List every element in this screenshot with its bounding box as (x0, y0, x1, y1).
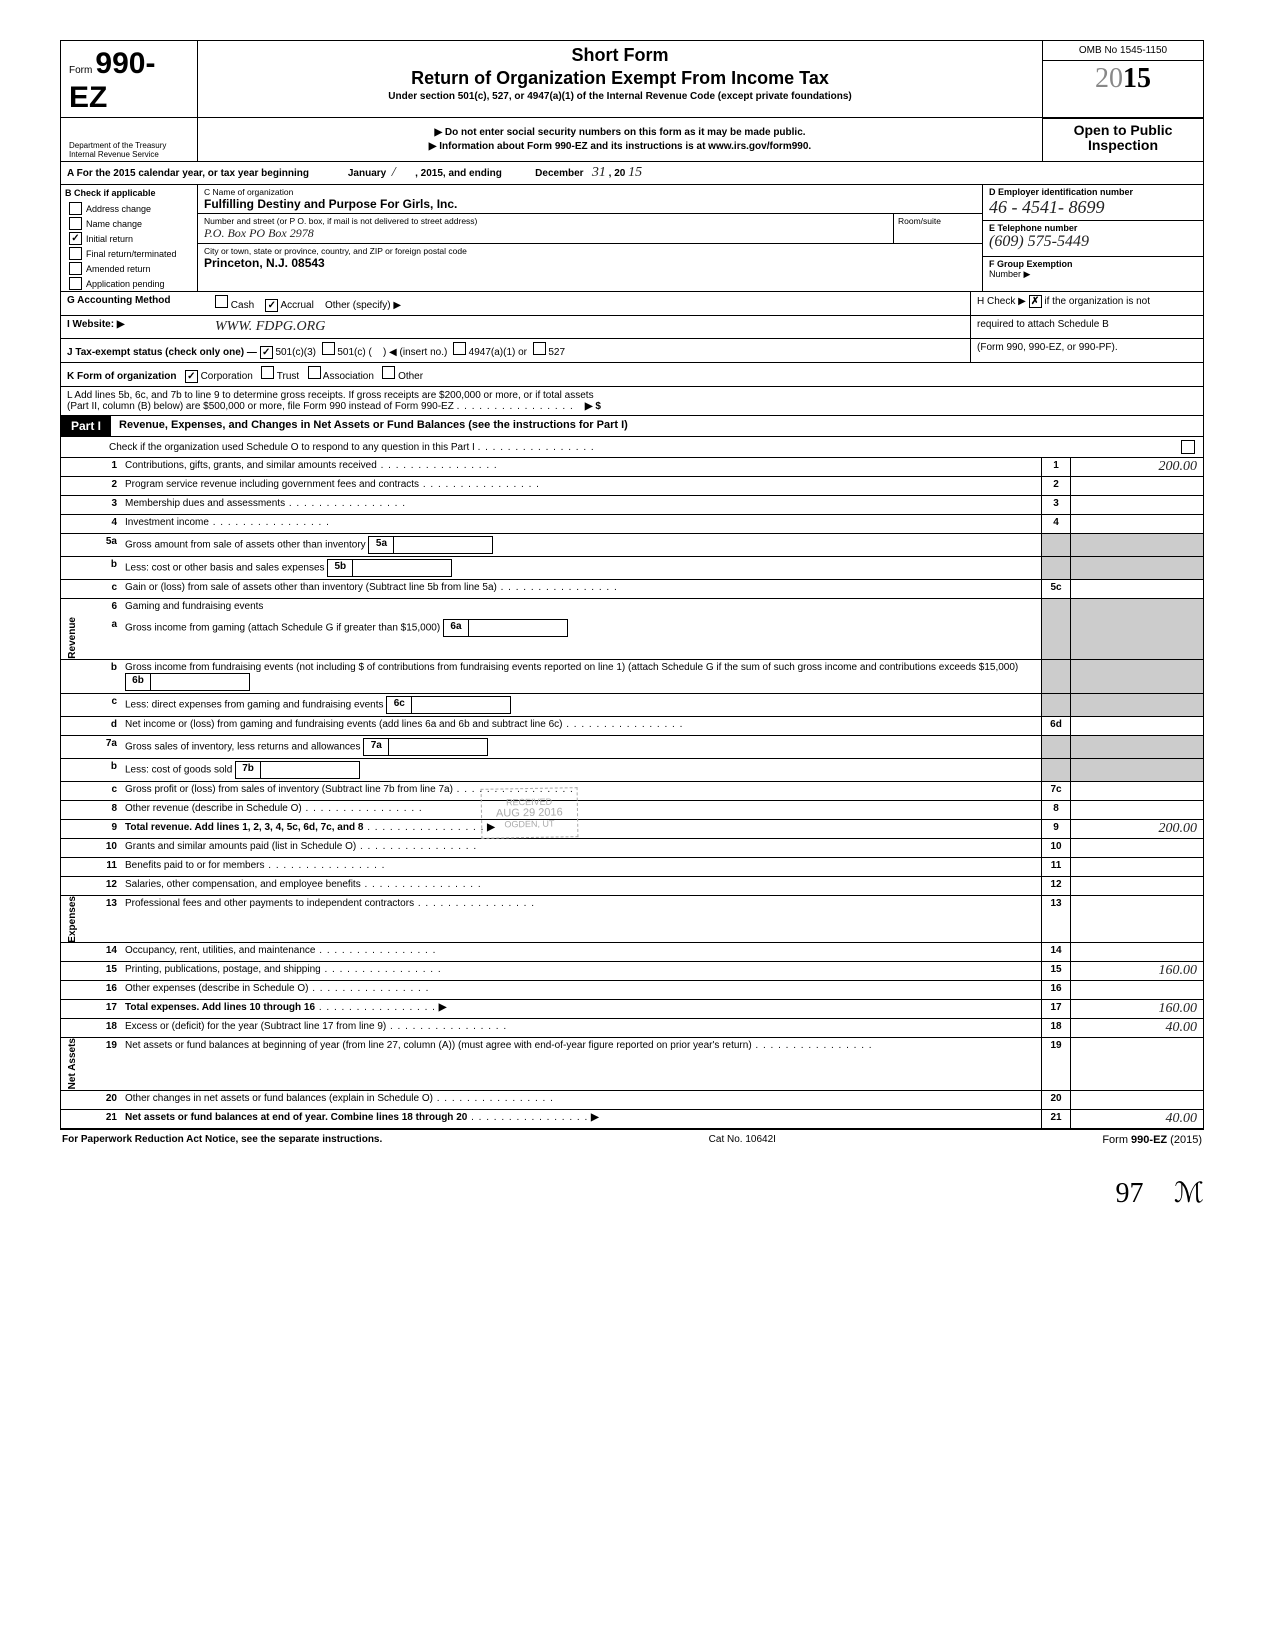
line-row: 10Grants and similar amounts paid (list … (61, 839, 1203, 858)
col-c: C Name of organization Fulfilling Destin… (198, 185, 982, 291)
line-row: 5aGross amount from sale of assets other… (61, 534, 1203, 557)
open-public: Open to Public Inspection (1043, 118, 1203, 158)
dept-cell: Department of the Treasury Internal Reve… (61, 118, 198, 161)
checkbox (69, 277, 82, 290)
line-row: Expenses13Professional fees and other pa… (61, 896, 1203, 944)
line-row: 8Other revenue (describe in Schedule O)8 (61, 801, 1203, 820)
initials-icon: ℳ (1174, 1178, 1204, 1209)
line-row: bGross income from fundraising events (n… (61, 660, 1203, 694)
line-row: 12Salaries, other compensation, and empl… (61, 877, 1203, 896)
checkbox-row: Address change (61, 201, 197, 216)
checkbox-row: Application pending (61, 276, 197, 291)
header-row: Form 990-EZ Short Form Return of Organiz… (61, 41, 1203, 118)
instructions: ▶ Do not enter social security numbers o… (198, 118, 1042, 161)
row-l: L Add lines 5b, 6c, and 7b to line 9 to … (61, 387, 1203, 416)
line-row: bLess: cost or other basis and sales exp… (61, 557, 1203, 580)
row-g: G Accounting Method Cash Accrual Other (… (61, 292, 1203, 316)
line-row: dNet income or (loss) from gaming and fu… (61, 717, 1203, 736)
line-row: 2Program service revenue including gover… (61, 477, 1203, 496)
row-j: J Tax-exempt status (check only one) — 5… (61, 339, 1203, 363)
line-row: 21Net assets or fund balances at end of … (61, 1110, 1203, 1129)
line-row: cGain or (loss) from sale of assets othe… (61, 580, 1203, 599)
line-row: Net Assets19Net assets or fund balances … (61, 1038, 1203, 1090)
line-row: RevenueaGross income from gaming (attach… (61, 617, 1203, 660)
checkbox (69, 232, 82, 245)
form-number: 990-EZ (69, 47, 155, 114)
form-prefix: Form (69, 65, 92, 76)
row-a: A For the 2015 calendar year, or tax yea… (61, 162, 1203, 185)
year-cell: OMB No 1545-1150 2015 (1042, 41, 1203, 117)
col-d: D Employer identification number 46 - 45… (982, 185, 1203, 291)
line-row: 20Other changes in net assets or fund ba… (61, 1091, 1203, 1110)
row-k: K Form of organization Corporation Trust… (61, 363, 1203, 387)
line-row: 7aGross sales of inventory, less returns… (61, 736, 1203, 759)
checkbox-row: Amended return (61, 261, 197, 276)
row-i: I Website: ▶ WWW. FDPG.ORG required to a… (61, 316, 1203, 339)
checkbox (69, 262, 82, 275)
line-row: 11Benefits paid to or for members11 (61, 858, 1203, 877)
schedule-o-checkbox (1181, 440, 1195, 454)
line-row: 18Excess or (deficit) for the year (Subt… (61, 1019, 1203, 1038)
checkbox-row: Final return/terminated (61, 246, 197, 261)
line-row: 1Contributions, gifts, grants, and simil… (61, 458, 1203, 477)
accrual-checkbox (265, 299, 278, 312)
open-public-cell: Open to Public Inspection (1042, 118, 1203, 161)
line-row: 15Printing, publications, postage, and s… (61, 962, 1203, 981)
checkbox (69, 202, 82, 215)
subtitle: Under section 501(c), 527, or 4947(a)(1)… (206, 91, 1034, 102)
line-row: 14Occupancy, rent, utilities, and mainte… (61, 943, 1203, 962)
schedule-b-checkbox (1029, 295, 1042, 308)
dept-row: Department of the Treasury Internal Reve… (61, 118, 1203, 162)
part1-sub: Check if the organization used Schedule … (61, 437, 1203, 458)
tax-year: 2015 (1043, 61, 1203, 97)
col-b: B Check if applicable Address changeName… (61, 185, 198, 291)
main-title: Return of Organization Exempt From Incom… (206, 68, 1034, 89)
line-row: cLess: direct expenses from gaming and f… (61, 694, 1203, 717)
omb-number: OMB No 1545-1150 (1043, 41, 1203, 61)
checkbox-row: Name change (61, 216, 197, 231)
footer: For Paperwork Reduction Act Notice, see … (60, 1130, 1204, 1146)
room-suite: Room/suite (893, 214, 982, 243)
short-form: Short Form (206, 45, 1034, 66)
row-h: H Check ▶ if the organization is not (970, 292, 1203, 315)
line-row: 9Total revenue. Add lines 1, 2, 3, 4, 5c… (61, 820, 1203, 839)
line-row: 6Gaming and fundraising events (61, 599, 1203, 617)
part1-lines: RECEIVED AUG 29 2016 OGDEN, UT 1Contribu… (61, 458, 1203, 1129)
title-cell: Short Form Return of Organization Exempt… (198, 41, 1042, 117)
line-row: bLess: cost of goods sold 7b (61, 759, 1203, 782)
line-row: 3Membership dues and assessments3 (61, 496, 1203, 515)
line-row: 17Total expenses. Add lines 10 through 1… (61, 1000, 1203, 1019)
line-row: 4Investment income4 (61, 515, 1203, 534)
cash-checkbox (215, 295, 228, 308)
line-row: 16Other expenses (describe in Schedule O… (61, 981, 1203, 1000)
checkbox (69, 217, 82, 230)
page-number-hw: 97 (1115, 1178, 1143, 1209)
section-bcd: B Check if applicable Address changeName… (61, 185, 1203, 292)
part1-header: Part I Revenue, Expenses, and Changes in… (61, 416, 1203, 437)
form-number-cell: Form 990-EZ (61, 41, 198, 117)
line-row: cGross profit or (loss) from sales of in… (61, 782, 1203, 801)
checkbox (69, 247, 82, 260)
checkbox-row: Initial return (61, 231, 197, 246)
form-990ez: Form 990-EZ Short Form Return of Organiz… (60, 40, 1204, 1130)
